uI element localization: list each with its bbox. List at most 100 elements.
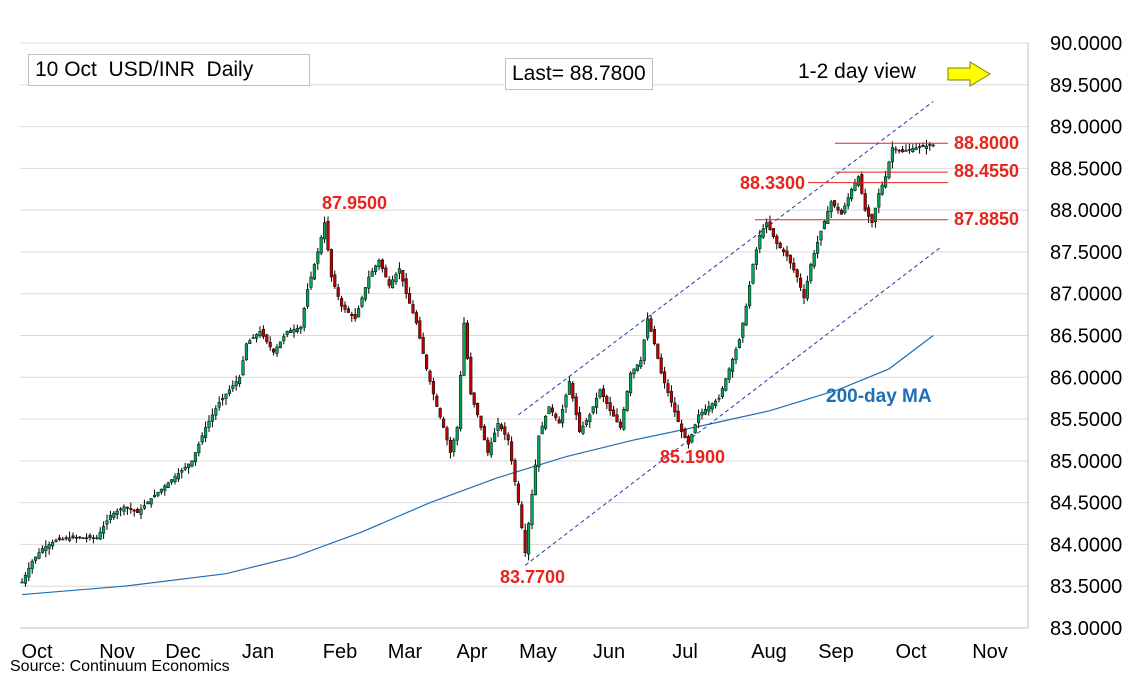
candle-body: [285, 331, 289, 335]
candle: [292, 324, 296, 338]
candle-body: [510, 441, 514, 462]
candle-body: [608, 402, 612, 411]
candle-body: [176, 473, 180, 480]
candle-body: [853, 182, 857, 191]
candle-body: [119, 508, 123, 511]
candle-body: [622, 409, 626, 430]
candle: [452, 437, 456, 457]
view-label: 1-2 day view: [798, 60, 916, 83]
candle-body: [292, 328, 296, 333]
candle: [448, 436, 452, 459]
candle: [370, 267, 374, 277]
candle: [819, 230, 823, 246]
candle: [465, 320, 469, 360]
candle-body: [676, 410, 680, 423]
candle: [163, 483, 167, 496]
x-tick-label: Oct: [895, 641, 927, 663]
candle: [710, 402, 714, 414]
candle-body: [469, 356, 473, 395]
candle-body: [374, 265, 378, 272]
candle-body: [302, 308, 306, 328]
candle: [775, 233, 779, 250]
candle: [421, 332, 425, 354]
x-tick-label: Jan: [242, 641, 274, 663]
candle: [224, 393, 228, 405]
candle-body: [363, 287, 367, 300]
candle: [445, 425, 449, 446]
candle: [425, 354, 429, 372]
candle: [897, 149, 901, 154]
candle-body: [737, 339, 741, 348]
candle: [149, 498, 153, 508]
candle-body: [496, 423, 500, 431]
candle-body: [414, 312, 418, 324]
candle: [846, 193, 850, 210]
candle-body: [306, 289, 310, 307]
candle: [418, 316, 422, 340]
candle: [771, 228, 775, 239]
candle: [870, 213, 874, 228]
candle: [622, 406, 626, 431]
candle-body: [309, 276, 313, 288]
candle: [629, 371, 633, 397]
candle-body: [278, 341, 282, 349]
candle-body: [615, 414, 619, 423]
candle-body: [574, 396, 578, 416]
candle: [98, 527, 102, 540]
candle-body: [693, 424, 697, 434]
candle-body: [214, 408, 218, 416]
candle-body: [683, 428, 687, 439]
candle-body: [268, 341, 272, 348]
candle: [720, 386, 724, 399]
candle-body: [588, 414, 592, 422]
candle-body: [523, 529, 527, 554]
candle-body: [625, 390, 629, 411]
candle: [306, 283, 310, 309]
candle-body: [741, 322, 745, 338]
candle: [918, 143, 922, 154]
candle-body: [23, 574, 27, 584]
candle: [142, 499, 146, 510]
candle: [635, 364, 639, 372]
candle-body: [799, 277, 803, 288]
candle: [360, 295, 364, 309]
candle-body: [261, 329, 265, 337]
candle: [30, 559, 34, 574]
candle-body: [822, 221, 826, 229]
candle: [248, 338, 252, 344]
candle-body: [578, 412, 582, 432]
candle: [146, 500, 150, 505]
candle: [809, 262, 813, 284]
candle-body: [187, 463, 191, 469]
candle: [741, 322, 745, 343]
candle: [404, 273, 408, 299]
candle: [663, 366, 667, 389]
candle-body: [435, 395, 439, 407]
candle: [57, 534, 61, 542]
candle: [829, 199, 833, 219]
candle-body: [401, 270, 405, 282]
candle: [190, 460, 194, 468]
candle-body: [894, 148, 898, 151]
candle: [931, 143, 935, 148]
y-tick-label: 87.5000: [1050, 242, 1122, 264]
candle: [312, 263, 316, 280]
candle-body: [890, 147, 894, 163]
candle-body: [564, 395, 568, 408]
candle: [479, 415, 483, 431]
candle: [258, 326, 262, 338]
candle-body: [180, 470, 184, 473]
candle: [673, 397, 677, 417]
y-axis: 90.0000 89.5000 89.0000 88.5000 88.0000 87.50…: [1050, 33, 1122, 640]
candle: [751, 263, 755, 285]
candle: [707, 401, 711, 416]
candle: [391, 275, 395, 289]
candle: [904, 144, 908, 152]
candle: [442, 416, 446, 429]
candle-body: [754, 249, 758, 265]
candle: [567, 376, 571, 395]
candle-body: [115, 510, 119, 515]
candle-body: [44, 546, 48, 552]
candle-body: [108, 514, 112, 520]
x-tick-label: Feb: [323, 641, 357, 663]
